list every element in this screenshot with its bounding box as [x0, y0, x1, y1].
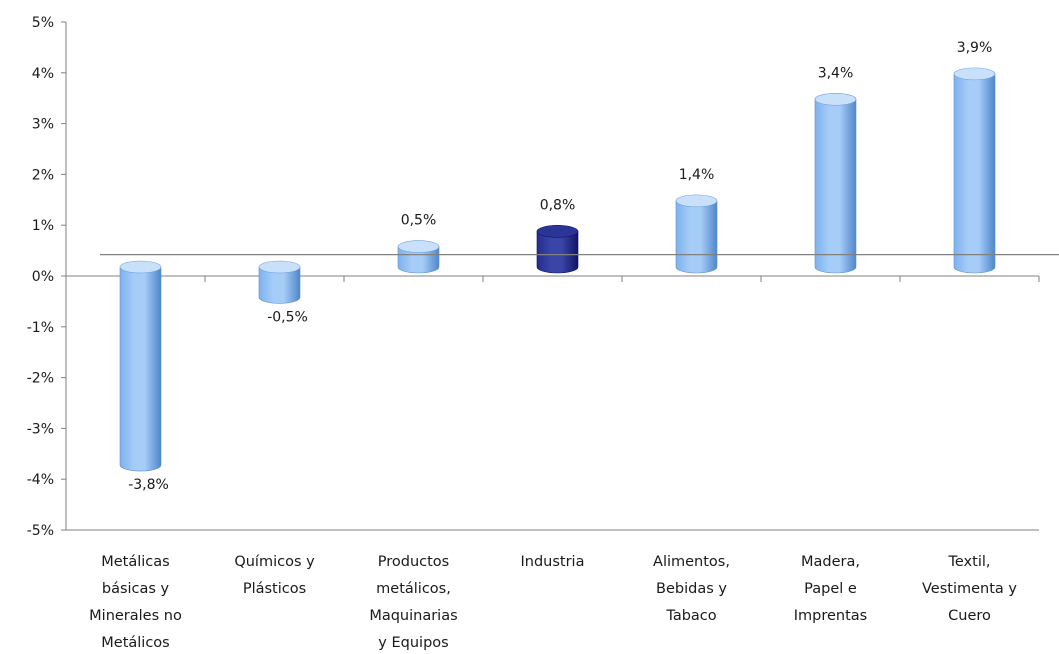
bar-top-cap: [675, 194, 718, 208]
x-tick-label: Metálicos: [101, 635, 169, 651]
bar-top-cap: [258, 260, 301, 274]
x-tick-label: Plásticos: [243, 581, 306, 597]
data-label: -3,8%: [128, 477, 169, 493]
bar-body: [536, 231, 579, 274]
x-tick-label: Químicos y: [234, 554, 315, 570]
x-tick-label: básicas y: [102, 581, 170, 597]
x-tick-label: Vestimenta y: [922, 581, 1017, 597]
bar: [397, 240, 440, 274]
bar: [258, 260, 301, 304]
x-tick-label: Tabaco: [665, 608, 716, 624]
y-tick-label: -3%: [27, 421, 54, 437]
bar-body: [953, 73, 996, 274]
data-label: 0,5%: [401, 213, 437, 229]
bar-body: [119, 266, 162, 472]
y-tick-label: -1%: [27, 320, 54, 336]
bar-body: [258, 266, 301, 304]
bar-top-cap: [119, 260, 162, 274]
y-tick-label: 5%: [32, 15, 54, 31]
bar-top-cap: [397, 240, 440, 253]
bar: [675, 194, 718, 274]
y-tick-label: -4%: [27, 472, 54, 488]
bar: [953, 67, 996, 274]
x-tick-label: Metálicas: [101, 554, 169, 570]
bar-top-cap: [814, 92, 857, 106]
labels: -3,8% Metálicas básicas y Minerales no Metál…: [89, 40, 1059, 651]
x-tick-label: Industria: [521, 554, 585, 570]
y-tick-label: 4%: [32, 66, 54, 82]
x-tick-label: y Equipos: [378, 635, 448, 651]
y-tick-label: -2%: [27, 371, 54, 387]
bar: [814, 92, 857, 274]
axes: 5% 4% 3% 2% 1% 0% -1% -2% -3% -4% -5%: [27, 15, 1040, 539]
x-tick-label: Papel e: [804, 581, 857, 597]
data-label: 0,8%: [540, 197, 576, 213]
data-label: 1,4%: [679, 167, 715, 183]
bar-body: [397, 246, 440, 274]
x-tick-label: Alimentos,: [653, 554, 730, 570]
x-tick-label: Textil,: [948, 554, 991, 570]
bar-highlight: [536, 225, 579, 274]
x-tick-label: Maquinarias: [369, 608, 457, 624]
x-tick-label: Madera,: [801, 554, 860, 570]
data-label: 3,4%: [818, 65, 854, 81]
bar-top-cap: [536, 225, 579, 238]
data-label: -0,5%: [267, 309, 308, 325]
y-tick-label: 3%: [32, 117, 54, 133]
bar: [119, 260, 162, 472]
x-tick-label: metálicos,: [376, 581, 451, 597]
x-tick-label: Cuero: [948, 608, 991, 624]
x-tick-label: Productos: [378, 554, 449, 570]
bar-top-cap: [953, 67, 996, 81]
bars: [119, 67, 996, 472]
x-tick-label: Bebidas y: [656, 581, 727, 597]
y-tick-label: 2%: [32, 167, 54, 183]
bar-body: [675, 200, 718, 274]
bar-body: [814, 98, 857, 274]
y-tick-label: 1%: [32, 218, 54, 234]
x-tick-label: Minerales no: [89, 608, 182, 624]
y-tick-label: 0%: [32, 269, 54, 285]
data-label: 3,9%: [957, 40, 993, 56]
y-tick-label: -5%: [27, 523, 54, 539]
x-tick-label: Imprentas: [794, 608, 867, 624]
